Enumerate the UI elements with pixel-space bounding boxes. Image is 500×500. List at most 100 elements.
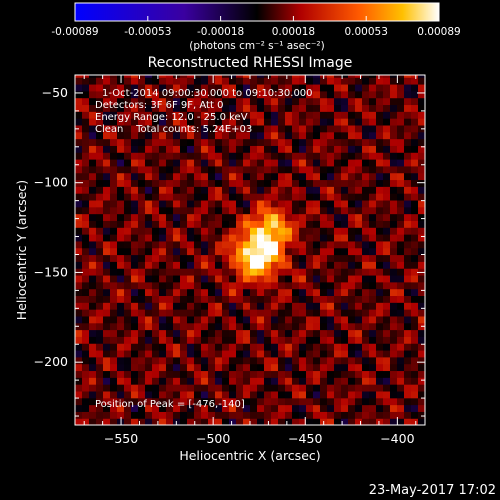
heatmap-cell — [89, 240, 97, 249]
heatmap-cell — [334, 240, 342, 249]
heatmap-cell — [138, 411, 146, 419]
heatmap-cell — [243, 370, 251, 378]
heatmap-cell — [215, 240, 223, 249]
heatmap-cell — [229, 118, 237, 126]
heatmap-cell — [341, 104, 349, 112]
heatmap-cell — [278, 268, 286, 276]
heatmap-cell — [264, 302, 272, 310]
heatmap-cell — [145, 227, 153, 235]
heatmap-cell — [166, 274, 174, 283]
heatmap-cell — [320, 104, 328, 112]
heatmap-cell — [222, 206, 230, 215]
heatmap-cell — [383, 104, 391, 112]
heatmap-cell — [89, 193, 97, 201]
heatmap-cell — [187, 165, 195, 174]
heatmap-cell — [369, 363, 377, 372]
heatmap-cell — [418, 186, 425, 194]
heatmap-cell — [320, 172, 328, 181]
heatmap-cell — [159, 138, 167, 146]
heatmap-cell — [376, 118, 384, 126]
heatmap-cell — [180, 390, 188, 399]
heatmap-cell — [362, 281, 370, 290]
heatmap-cell — [425, 384, 433, 391]
heatmap-cell — [89, 124, 97, 133]
heatmap-cell — [82, 159, 90, 167]
heatmap-cell — [96, 83, 104, 92]
heatmap-cell — [96, 411, 104, 419]
heatmap-cell — [341, 268, 349, 276]
heatmap-cell — [215, 247, 223, 256]
heatmap-cell — [187, 145, 195, 153]
heatmap-cell — [299, 349, 307, 358]
heatmap-cell — [82, 220, 90, 228]
heatmap-cell — [425, 289, 433, 296]
heatmap-cell — [243, 83, 251, 92]
heatmap-cell — [397, 268, 405, 276]
heatmap-cell — [110, 247, 118, 256]
y-tick-label: −150 — [34, 264, 68, 279]
heatmap-cell — [96, 370, 104, 378]
heatmap-cell — [201, 83, 209, 92]
heatmap-cell — [159, 152, 167, 160]
heatmap-cell — [376, 83, 384, 92]
heatmap-cell — [194, 179, 202, 187]
heatmap-cell — [180, 118, 188, 126]
heatmap-cell — [215, 261, 223, 269]
heatmap-cell — [257, 104, 265, 112]
heatmap-cell — [103, 83, 111, 92]
heatmap-cell — [425, 234, 433, 241]
heatmap-cell — [89, 397, 97, 406]
heatmap-cell — [75, 315, 83, 324]
heatmap-cell — [236, 220, 244, 228]
heatmap-cell — [131, 411, 139, 419]
heatmap-cell — [313, 336, 321, 344]
heatmap-cell — [278, 186, 286, 194]
heatmap-cell — [313, 274, 321, 283]
heatmap-cell — [229, 411, 237, 419]
heatmap-cell — [110, 390, 118, 399]
heatmap-cell — [404, 404, 412, 412]
heatmap-cell — [369, 234, 377, 242]
heatmap-cell — [369, 165, 377, 174]
heatmap-cell — [397, 377, 405, 385]
heatmap-cell — [369, 159, 377, 167]
heatmap-cell — [257, 302, 265, 310]
heatmap-cell — [243, 234, 251, 242]
heatmap-cell — [278, 199, 286, 208]
heatmap-cell — [229, 254, 237, 262]
heatmap-cell — [124, 274, 132, 283]
heatmap-cell — [264, 274, 272, 283]
heatmap-cell — [264, 131, 272, 140]
heatmap-cell — [117, 363, 125, 372]
heatmap-cell — [250, 309, 258, 317]
heatmap-cell — [271, 172, 279, 181]
heatmap-cell — [341, 118, 349, 126]
heatmap-cell — [313, 90, 321, 99]
heatmap-cell — [229, 227, 237, 235]
heatmap-cell — [96, 234, 104, 242]
heatmap-cell — [117, 227, 125, 235]
heatmap-cell — [166, 104, 174, 112]
heatmap-cell — [313, 179, 321, 187]
heatmap-cell — [404, 213, 412, 221]
heatmap-cell — [152, 193, 160, 201]
heatmap-cell — [131, 343, 139, 351]
heatmap-cell — [145, 404, 153, 412]
heatmap-cell — [250, 261, 258, 269]
heatmap-cell — [110, 240, 118, 249]
heatmap-cell — [299, 77, 307, 85]
heatmap-cell — [173, 90, 181, 99]
heatmap-cell — [404, 363, 412, 372]
heatmap-cell — [194, 315, 202, 324]
heatmap-cell — [145, 315, 153, 324]
heatmap-cell — [103, 104, 111, 112]
heatmap-cell — [166, 206, 174, 215]
heatmap-cell — [201, 152, 209, 160]
heatmap-cell — [264, 322, 272, 331]
heatmap-cell — [376, 227, 384, 235]
heatmap-cell — [334, 336, 342, 344]
heatmap-cell — [243, 220, 251, 228]
heatmap-cell — [159, 234, 167, 242]
heatmap-cell — [285, 145, 293, 153]
heatmap-cell — [404, 152, 412, 160]
